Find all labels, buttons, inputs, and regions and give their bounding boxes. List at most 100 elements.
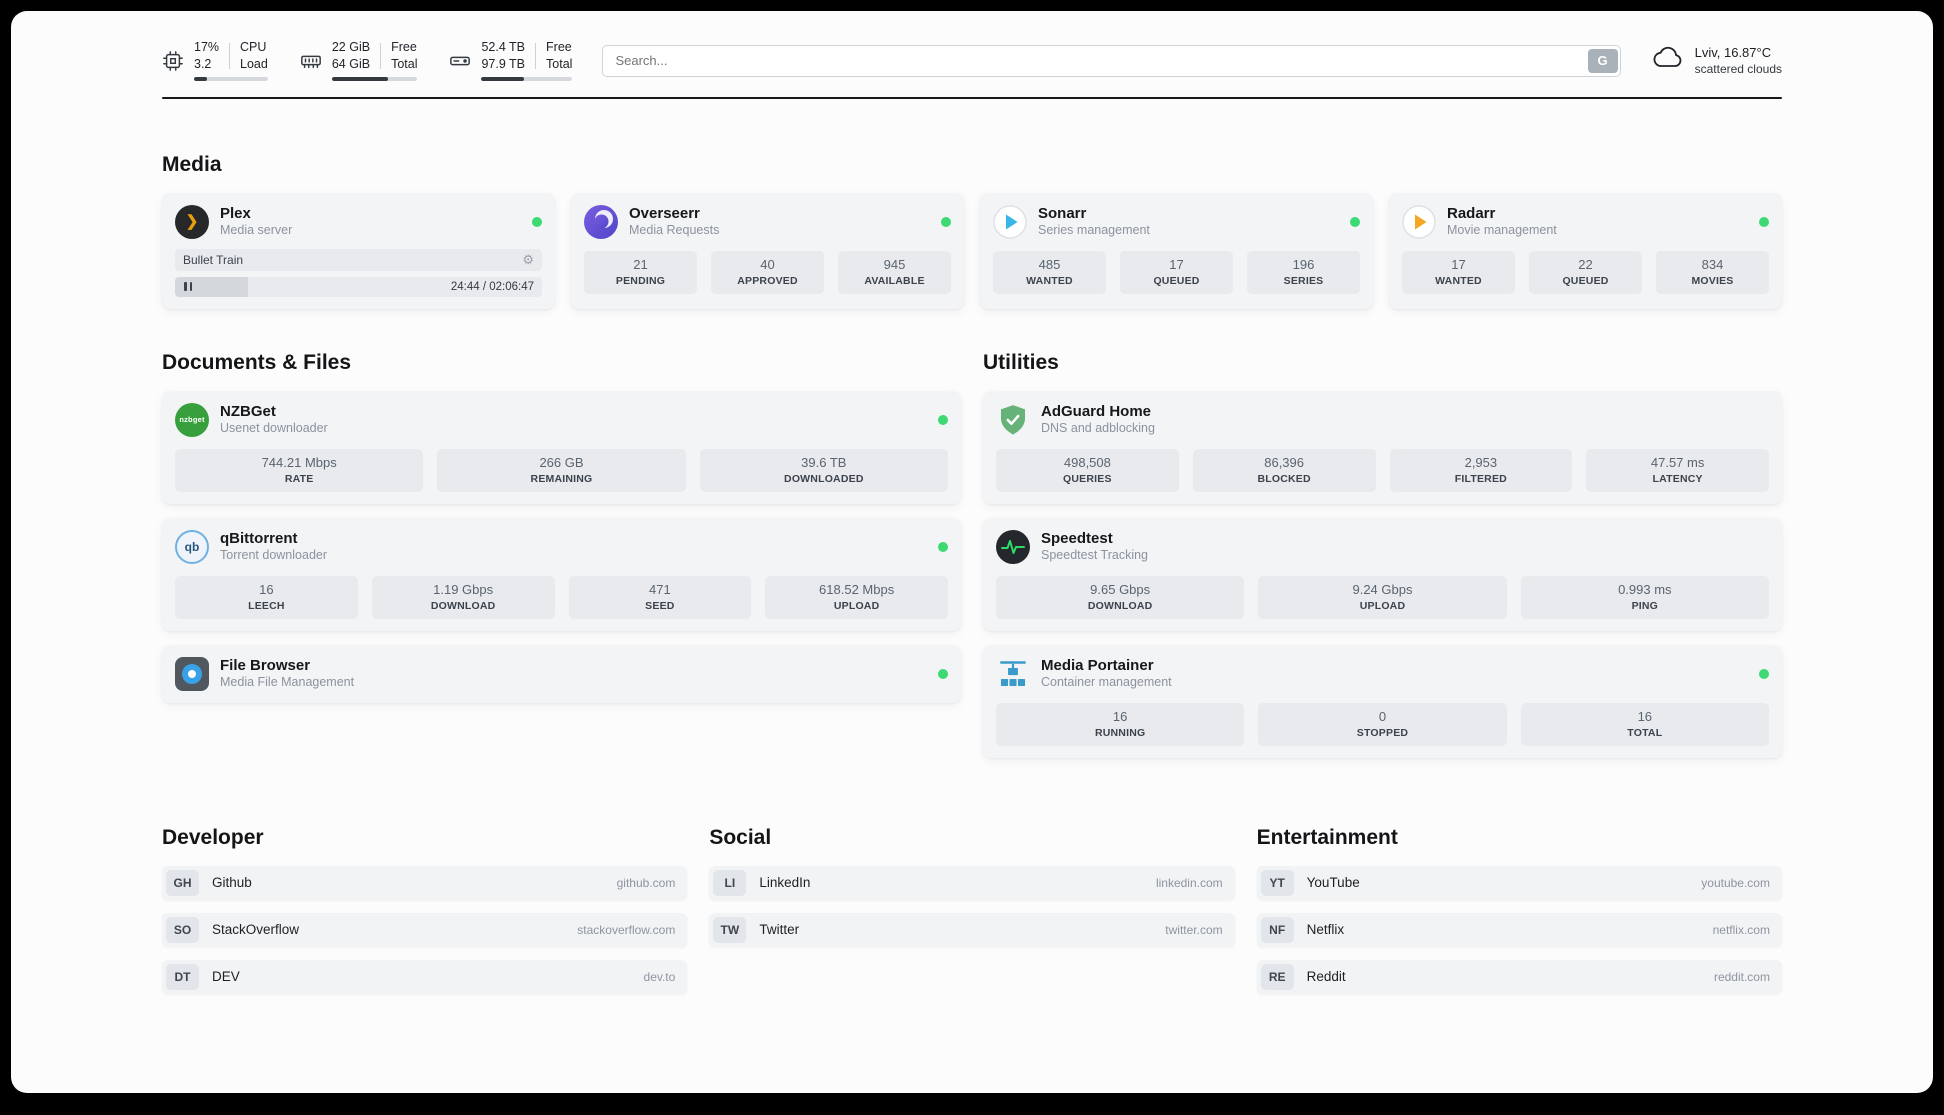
stat-tile: 16 TOTAL	[1520, 702, 1769, 746]
section-title-utilities: Utilities	[983, 350, 1059, 374]
bookmark-group-social: Social LI LinkedIn linkedin.com TW Twitt…	[709, 826, 1235, 960]
app-card-nzbget[interactable]: nzbget NZBGet Usenet downloader 744.21 M…	[162, 390, 961, 504]
pause-icon[interactable]	[184, 282, 192, 291]
topbar-divider	[162, 96, 1782, 99]
nzbget-icon: nzbget	[175, 402, 209, 437]
ram-free: 22 GiB	[331, 40, 371, 54]
app-card-filebrowser[interactable]: File Browser Media File Management	[162, 644, 961, 703]
app-name: Speedtest	[1041, 530, 1113, 548]
gear-icon[interactable]: ⚙	[522, 252, 534, 267]
stat-tile: 16 LEECH	[175, 575, 358, 619]
disk-total: 97.9 TB	[481, 56, 526, 71]
stat-value: 0.993 ms	[1618, 581, 1672, 597]
bookmark-youtube[interactable]: YT YouTube youtube.com	[1256, 865, 1782, 900]
app-subtitle: Container management	[1041, 675, 1172, 690]
section-title-documents: Documents & Files	[162, 350, 352, 374]
stat-label: SERIES	[1283, 274, 1324, 287]
stat-label: LEECH	[248, 599, 285, 612]
app-name: Plex	[220, 205, 251, 223]
stat-label: QUEUED	[1562, 274, 1609, 287]
stat-value: 2,953	[1464, 454, 1498, 470]
bookmark-name: YouTube	[1306, 875, 1360, 890]
stat-value: 16	[1112, 708, 1128, 724]
ram-progress-bar	[331, 76, 418, 81]
cpu-labels: CPU Load	[240, 40, 268, 72]
ram-total: 64 GiB	[331, 56, 371, 71]
netflix-icon: NF	[1260, 916, 1294, 943]
ram-label-bottom: Total	[391, 56, 418, 71]
weather-widget: Lviv, 16.87°C scattered clouds	[1651, 41, 1782, 80]
app-card-adguard[interactable]: AdGuard Home DNS and adblocking 498,508 …	[983, 390, 1782, 504]
app-name: Sonarr	[1038, 205, 1087, 223]
app-name: NZBGet	[220, 403, 276, 421]
system-metrics: 17% 3.2 CPU Load	[162, 40, 573, 81]
bookmark-name: Netflix	[1306, 922, 1345, 937]
disk-values: 52.4 TB 97.9 TB	[481, 40, 526, 72]
stat-label: UPLOAD	[1359, 599, 1406, 612]
stat-value: 471	[649, 581, 671, 597]
disk-labels: Free Total	[546, 40, 573, 72]
weather-location: Lviv, 16.87°C	[1694, 45, 1772, 61]
stat-tile: 196 SERIES	[1247, 250, 1360, 294]
disk-metric: 52.4 TB 97.9 TB Free Total	[449, 40, 573, 81]
stat-label: DOWNLOAD	[1087, 599, 1153, 612]
bookmark-stackoverflow[interactable]: SO StackOverflow stackoverflow.com	[162, 912, 688, 947]
bookmark-dev[interactable]: DT DEV dev.to	[162, 959, 688, 994]
stat-tile: 945 AVAILABLE	[838, 250, 951, 294]
now-playing-bar: Bullet Train ⚙	[175, 248, 542, 271]
stat-value: 22	[1578, 256, 1593, 272]
bookmark-twitter[interactable]: TW Twitter twitter.com	[709, 912, 1235, 947]
stackoverflow-icon: SO	[166, 916, 199, 943]
portainer-icon	[996, 657, 1030, 691]
stat-label: AVAILABLE	[864, 274, 925, 287]
section-title-entertainment: Entertainment	[1256, 825, 1398, 849]
bookmark-netflix[interactable]: NF Netflix netflix.com	[1256, 912, 1782, 947]
bookmark-github[interactable]: GH Github github.com	[162, 865, 688, 900]
disk-label-bottom: Total	[546, 56, 573, 71]
stat-value: 744.21 Mbps	[261, 454, 337, 470]
disk-label-top: Free	[546, 40, 572, 54]
qbittorrent-icon: qb	[175, 529, 209, 564]
app-card-overseerr[interactable]: Overseerr Media Requests 21 PENDING 40 A…	[571, 192, 964, 309]
search-engine-button[interactable]: G	[1587, 48, 1618, 73]
stat-tile: 0.993 ms PING	[1520, 575, 1769, 619]
stat-value: 86,396	[1264, 454, 1304, 470]
app-subtitle: Media File Management	[220, 675, 355, 690]
app-card-radarr[interactable]: Radarr Movie management 17 WANTED 22 QUE…	[1389, 192, 1782, 309]
ram-metric: 22 GiB 64 GiB Free Total	[300, 40, 418, 81]
cpu-load-value: 3.2	[194, 56, 212, 71]
stat-tile: 498,508 QUERIES	[996, 448, 1179, 492]
stat-tile: 2,953 FILTERED	[1389, 448, 1573, 492]
stat-tile: 744.21 Mbps RATE	[175, 448, 424, 492]
app-card-speedtest[interactable]: Speedtest Speedtest Tracking 9.65 Gbps D…	[983, 517, 1782, 631]
stat-tile: 16 RUNNING	[996, 702, 1245, 746]
playback-progress-bar[interactable]: 24:44 / 02:06:47	[175, 276, 542, 297]
stat-value: 39.6 TB	[801, 454, 847, 470]
stat-value: 21	[633, 256, 648, 272]
stat-value: 485	[1038, 256, 1061, 272]
status-dot	[1759, 216, 1769, 227]
stat-label: APPROVED	[737, 274, 798, 287]
ram-label-top: Free	[391, 40, 417, 54]
stat-tile: 21 PENDING	[584, 250, 697, 294]
app-card-portainer[interactable]: Media Portainer Container management 16 …	[983, 644, 1782, 758]
bookmark-linkedin[interactable]: LI LinkedIn linkedin.com	[709, 865, 1235, 900]
stat-value: 9.24 Gbps	[1352, 581, 1413, 597]
app-card-sonarr[interactable]: Sonarr Series management 485 WANTED 17 Q…	[980, 192, 1373, 309]
stat-label: PENDING	[615, 274, 666, 287]
bookmark-reddit[interactable]: RE Reddit reddit.com	[1256, 959, 1782, 994]
app-name: Radarr	[1447, 205, 1496, 223]
plex-icon: ❯	[175, 204, 209, 239]
stat-tile: 1.19 Gbps DOWNLOAD	[371, 575, 555, 619]
search-input[interactable]	[605, 53, 1588, 69]
app-card-qbittorrent[interactable]: qb qBittorrent Torrent downloader 16 LEE…	[162, 517, 961, 631]
app-card-plex[interactable]: ❯ Plex Media server Bullet Train ⚙	[162, 192, 555, 309]
stat-value: 0	[1378, 708, 1387, 724]
bookmark-domain: linkedin.com	[1155, 875, 1223, 890]
bookmark-name: Github	[212, 875, 252, 890]
bookmark-name: Twitter	[759, 922, 800, 937]
bookmark-domain: stackoverflow.com	[577, 922, 676, 937]
cpu-label-bottom: Load	[240, 56, 268, 71]
app-subtitle: Usenet downloader	[220, 421, 328, 436]
app-subtitle: Media Requests	[629, 223, 720, 238]
